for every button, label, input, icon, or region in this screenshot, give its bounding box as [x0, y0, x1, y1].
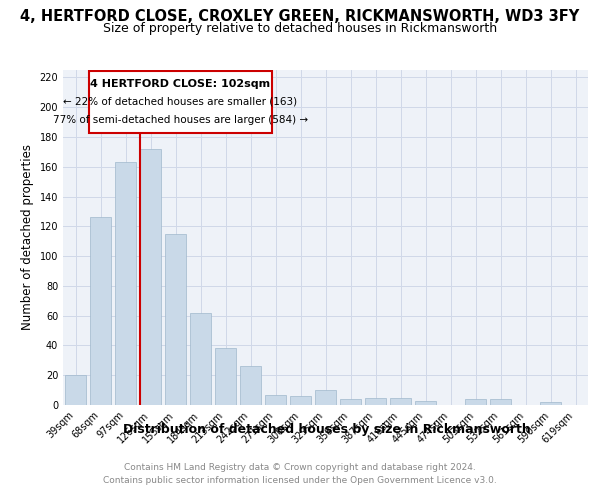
Text: Contains HM Land Registry data © Crown copyright and database right 2024.: Contains HM Land Registry data © Crown c… — [124, 462, 476, 471]
Bar — [490, 399, 511, 405]
Bar — [115, 162, 136, 405]
Bar — [165, 234, 186, 405]
Text: 77% of semi-detached houses are larger (584) →: 77% of semi-detached houses are larger (… — [53, 114, 308, 124]
Y-axis label: Number of detached properties: Number of detached properties — [21, 144, 34, 330]
Text: Distribution of detached houses by size in Rickmansworth: Distribution of detached houses by size … — [123, 422, 531, 436]
Text: 4, HERTFORD CLOSE, CROXLEY GREEN, RICKMANSWORTH, WD3 3FY: 4, HERTFORD CLOSE, CROXLEY GREEN, RICKMA… — [20, 9, 580, 24]
Bar — [215, 348, 236, 405]
Text: Contains public sector information licensed under the Open Government Licence v3: Contains public sector information licen… — [103, 476, 497, 485]
Bar — [190, 312, 211, 405]
Bar — [465, 399, 486, 405]
Text: Size of property relative to detached houses in Rickmansworth: Size of property relative to detached ho… — [103, 22, 497, 35]
Bar — [390, 398, 411, 405]
Bar — [315, 390, 336, 405]
Bar — [265, 394, 286, 405]
Bar — [340, 399, 361, 405]
Bar — [540, 402, 561, 405]
FancyBboxPatch shape — [89, 72, 272, 132]
Bar — [365, 398, 386, 405]
Bar — [290, 396, 311, 405]
Bar — [415, 400, 436, 405]
Text: 4 HERTFORD CLOSE: 102sqm: 4 HERTFORD CLOSE: 102sqm — [91, 79, 271, 89]
Bar — [240, 366, 261, 405]
Text: ← 22% of detached houses are smaller (163): ← 22% of detached houses are smaller (16… — [64, 97, 298, 107]
Bar — [140, 149, 161, 405]
Bar — [90, 218, 111, 405]
Bar — [65, 375, 86, 405]
